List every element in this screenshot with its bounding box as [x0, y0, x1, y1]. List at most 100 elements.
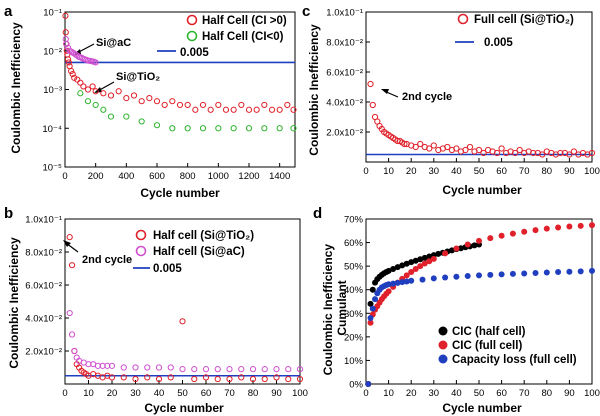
panel-b-series-0-point-14 [120, 374, 127, 381]
panel-a-xtick-label-1: 200 [88, 171, 104, 182]
panel-a-series-1-point-5 [123, 113, 130, 120]
panel-a-series-0-point-26 [169, 98, 176, 105]
panel-b-annotation-2nd: 2nd cycle [63, 240, 132, 266]
panel-d-legend-label-2: Capacity loss (full cell) [452, 354, 577, 366]
panel-c-xtick-label-4: 40 [451, 166, 462, 177]
panel-a-series-0-point-38 [261, 101, 268, 109]
panel-d-series-2-point-9 [385, 281, 392, 288]
panel-a-legend: Half Cell (CI >0) Half Cell (CI<0) 0.005 [157, 14, 287, 59]
panel-a-series-0-point-36 [245, 106, 253, 113]
panel-a-series-1-point-1 [84, 98, 92, 105]
panel-d-ylabel-line1: Coulombic Inefficiency [321, 244, 335, 376]
panel-b-series-1-point-1 [68, 331, 76, 338]
panel-d-series-0-point-11 [394, 264, 401, 271]
panel-d-series-1-point-22 [464, 241, 471, 248]
panel-d-legend-marker-0 [438, 326, 448, 336]
panel-b-legend-label-0: Half cell (Si@TiO₂) [153, 230, 254, 242]
panel-c-annotation-2nd: 2nd cycle [381, 89, 452, 103]
panel-a-series-2-point-1 [63, 40, 70, 48]
panel-d-series-2-point-23 [509, 270, 516, 277]
panel-d-ytick-label-1: 10% [344, 356, 364, 367]
panel-d-xtick-label-1: 10 [383, 388, 394, 399]
panel-b-series-1-point-20 [214, 366, 221, 373]
panel-a-xtick-label-0: 0 [62, 171, 67, 182]
panel-d-series-0-point-9 [385, 267, 392, 274]
panel-a-series-0-point-42 [290, 106, 297, 113]
panel-b-series-0-point-25 [249, 375, 257, 383]
panel-a-series-0-point-5 [64, 56, 72, 63]
panel-b-ytick-label-4: 1.0x10⁻¹ [25, 215, 62, 226]
panel-d-series-0-point-25 [457, 245, 464, 252]
panel-d-series-0-point-15 [412, 257, 419, 264]
panel-c-series-0-point-36 [493, 149, 501, 157]
panel-a-series-2-point-8 [74, 52, 81, 59]
panel-b-ytick-label-3: 8.0x10⁻² [25, 248, 62, 259]
panel-d-xlabel: Cycle number [442, 401, 522, 415]
panel-b-legend-marker-1 [135, 245, 147, 257]
panel-a-series-1-point-16 [290, 125, 297, 132]
panel-a-series-1-point-11 [215, 125, 222, 132]
panel-c-series-0-point-44 [530, 149, 537, 157]
panel-a-series-1-point-15 [276, 125, 283, 132]
panel-c-series-0-point-15 [401, 140, 408, 148]
panel-d-series-2-point-0 [365, 381, 372, 387]
panel-b-series-1-point-10 [104, 362, 111, 369]
panel-d-xtick-label-8: 80 [542, 388, 553, 399]
panel-d-series-1-point-20 [442, 250, 449, 257]
panel-c-series-0-point-29 [462, 146, 469, 154]
panel-a-series-0-point-0 [62, 12, 69, 19]
panel-b-xtick-label-1: 10 [83, 388, 94, 399]
panel-c-legend-marker-0 [457, 13, 469, 25]
panel-c-series-0-point-21 [426, 145, 433, 152]
panel-b-series-1-point-15 [155, 364, 163, 371]
panel-b-series-1-point-24 [261, 366, 268, 373]
panel-d-xtick-label-6: 60 [496, 388, 507, 399]
panel-d-ytick-label-6: 60% [344, 238, 364, 249]
panel-a-series-1-point-9 [184, 125, 191, 132]
panel-a-series-0-point-35 [238, 101, 245, 109]
panel-d-series-1-point-13 [403, 272, 410, 279]
panel-d-series-1-point-32 [577, 222, 584, 229]
panel-c-xtick-label-8: 80 [542, 166, 553, 177]
panel-c-ytick-label-1: 4.0x10⁻² [326, 98, 363, 109]
panel-d-legend: CIC (half cell) CIC (full cell) Capacity… [438, 326, 577, 366]
panel-a-series-0-point-11 [74, 76, 81, 83]
panel-b-series-0-point-22 [214, 375, 221, 383]
panel-a-series-0-point-39 [268, 106, 276, 113]
panel-d-ytick-label-3: 30% [344, 309, 364, 320]
panel-b-series-1-point-16 [167, 364, 174, 371]
panel-d-ytick-label-7: 70% [344, 215, 364, 226]
panel-b-series-0-point-13 [108, 374, 116, 381]
panel-d-series-1-point-19 [430, 255, 437, 262]
panel-c-xtick-label-3: 30 [429, 166, 440, 177]
panel-c-ytick-label-2: 6.0x10⁻² [326, 68, 363, 79]
panel-b-series-1-point-18 [191, 366, 198, 373]
panel-d-series-2-point-25 [532, 269, 539, 276]
panel-b-xtick-label-9: 90 [271, 388, 282, 399]
panel-d-legend-marker-2 [438, 354, 448, 364]
panel-a-series-1-point-6 [138, 118, 145, 125]
panel-b-series-1-point-2 [71, 347, 78, 355]
panel-d-series-1-point-16 [417, 263, 424, 270]
panel-c-xtick-label-7: 70 [519, 166, 530, 177]
panel-d-series-2-point-12 [399, 279, 406, 286]
panel-b-series-1-point-21 [226, 366, 233, 373]
panel-b-series-1-point-0 [66, 309, 73, 317]
panel-a-xtick-label-5: 1000 [208, 171, 229, 182]
panel-b-series-0-point-27 [273, 374, 280, 381]
panel-c-series-0-point-37 [498, 145, 505, 152]
panel-d-series-1-point-30 [555, 224, 562, 231]
panel-d-series-1-point-25 [498, 232, 505, 239]
panel-d-ytick-label-4: 40% [344, 285, 364, 296]
panel-b-series-1-point-23 [249, 366, 257, 373]
panel-a-series-0-point-15 [89, 83, 96, 90]
panel-c-annotation-2nd-text: 2nd cycle [402, 91, 452, 103]
panel-a-legend-marker-1 [186, 30, 198, 42]
panel-b-series-0-point-23 [226, 375, 233, 383]
panel-a-series-1-point-2 [92, 101, 99, 109]
panel-a-series-0-point-29 [192, 106, 199, 113]
panel-d-series-2-point-29 [577, 268, 584, 275]
panel-a-series-1-point-0 [77, 90, 84, 97]
panel-c-legend: Full cell (Si@TiO₂) 0.005 [455, 13, 574, 49]
panel-b-ytick-label-1: 4.0x10⁻² [25, 314, 62, 325]
